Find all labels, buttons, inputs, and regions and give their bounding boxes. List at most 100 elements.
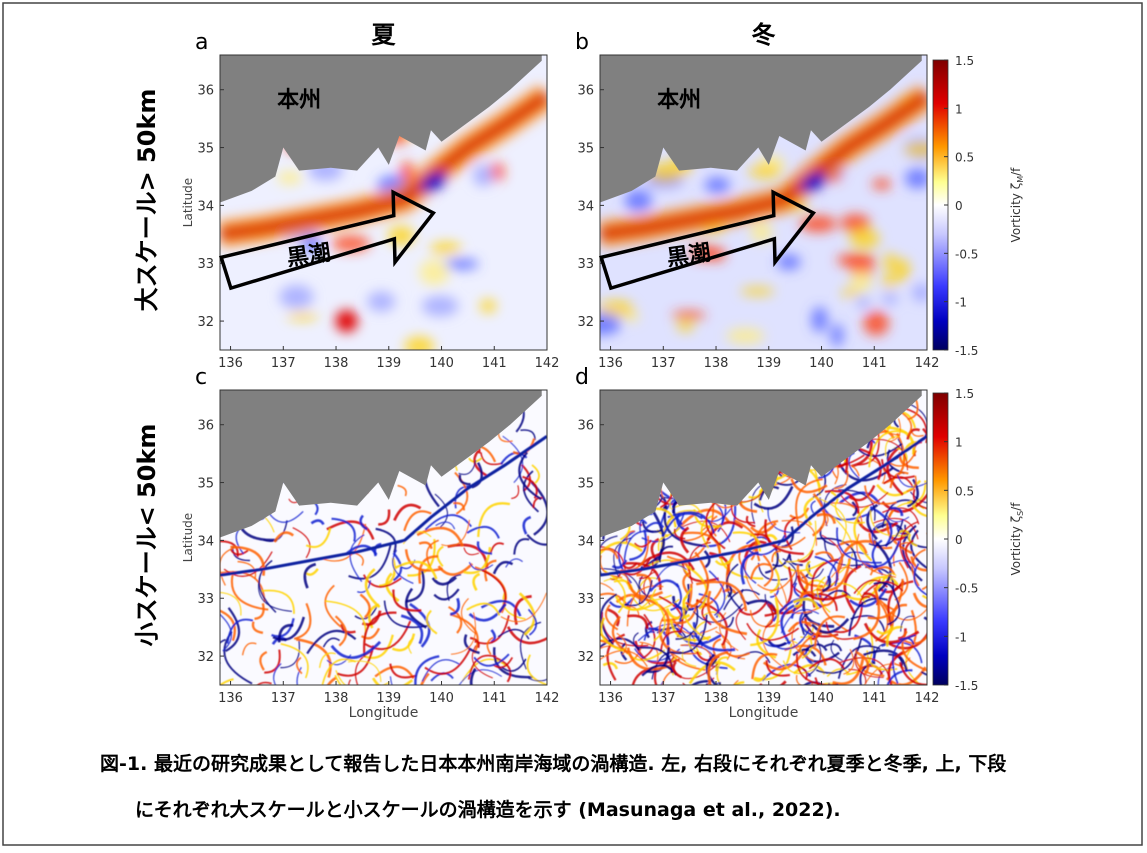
colorbar-label-suffix: /f <box>1009 167 1023 176</box>
x-tick-label: 136 <box>598 691 623 706</box>
eddy <box>741 287 775 295</box>
frame <box>3 3 1142 845</box>
colorbar-label-prefix: Vorticity ζ <box>1009 516 1023 576</box>
colorbar: -1.5 -1 -0.5 0 0.5 1 1.5 Vorticity ζS/f <box>933 387 1025 693</box>
eddy <box>336 310 358 332</box>
colorbar-tick-label: 1 <box>955 102 963 116</box>
caption-line: 図-1. 最近の研究成果として報告した日本本州南岸海域の渦構造. 左, 右段にそ… <box>100 752 1007 775</box>
x-tick-label: 139 <box>756 691 781 706</box>
x-tick-label: 142 <box>535 356 560 371</box>
x-tick-label: 141 <box>482 691 507 706</box>
colorbar-tick-label: -1 <box>955 296 967 310</box>
y-tick-label: 36 <box>577 419 594 434</box>
y-tick-label: 32 <box>577 315 594 330</box>
eddy <box>905 168 930 188</box>
filament <box>570 442 602 453</box>
eddy <box>672 311 706 320</box>
colorbar-label: Vorticity ζS/f <box>1009 502 1025 576</box>
eddy <box>480 299 496 313</box>
land-label: 本州 <box>657 88 701 113</box>
colorbar-label-prefix: Vorticity ζ <box>1009 183 1023 243</box>
y-tick-label: 33 <box>577 257 594 272</box>
y-tick-label: 33 <box>197 257 214 272</box>
y-tick-label: 33 <box>197 592 214 607</box>
x-tick-label: 142 <box>535 691 560 706</box>
x-tick-label: 138 <box>704 356 729 371</box>
map-panel: 1361371381391401411423233343536Latitudea… <box>181 21 559 371</box>
colorbar-tick-label: -1.5 <box>955 679 978 693</box>
y-tick-label: 34 <box>577 534 594 549</box>
y-tick-label: 35 <box>577 142 594 157</box>
x-tick-label: 140 <box>809 356 834 371</box>
filament <box>171 435 220 453</box>
x-tick-label: 138 <box>324 691 349 706</box>
eddy <box>912 283 931 301</box>
colorbar-tick-label: -1 <box>955 630 967 644</box>
x-axis-label: Longitude <box>349 705 419 721</box>
eddy <box>419 259 449 285</box>
colorbar-tick-label: -1.5 <box>955 344 978 358</box>
eddy <box>677 322 694 332</box>
eddy <box>811 307 827 333</box>
x-tick-label: 137 <box>651 356 676 371</box>
colorbar-tick-label: 0.5 <box>955 484 974 498</box>
land-label: 本州 <box>277 88 321 113</box>
colorbar-tick-label: 1 <box>955 436 963 450</box>
y-tick-label: 35 <box>577 477 594 492</box>
y-tick-label: 34 <box>197 199 214 214</box>
x-tick-label: 141 <box>482 356 507 371</box>
colorbar-label-suffix: /f <box>1009 502 1023 511</box>
filament <box>730 682 744 705</box>
eddy <box>473 164 493 186</box>
x-tick-label: 141 <box>862 691 887 706</box>
eddy <box>872 179 891 190</box>
y-tick-label: 36 <box>577 84 594 99</box>
y-tick-label: 36 <box>197 419 214 434</box>
colorbar-tick-label: -0.5 <box>955 582 978 596</box>
y-axis-label: Latitude <box>181 513 195 562</box>
y-tick-label: 34 <box>197 534 214 549</box>
x-tick-label: 136 <box>218 691 243 706</box>
y-tick-label: 35 <box>197 142 214 157</box>
x-tick-label: 136 <box>598 356 623 371</box>
colorbar-tick-label: 0 <box>955 533 963 547</box>
caption-line: にそれぞれ大スケールと小スケールの渦構造を示す (Masunaga et al.… <box>135 798 841 821</box>
panel-letter: a <box>195 30 208 55</box>
colorbar-label: Vorticity ζM/f <box>1009 167 1025 243</box>
y-tick-label: 35 <box>197 477 214 492</box>
x-tick-label: 139 <box>376 356 401 371</box>
x-tick-label: 137 <box>651 691 676 706</box>
season-label: 冬 <box>752 21 776 49</box>
colorbar-tick-label: 0.5 <box>955 151 974 165</box>
eddy <box>404 337 434 357</box>
eddy <box>445 258 479 269</box>
y-axis-label: Latitude <box>181 178 195 227</box>
map-field <box>171 386 571 728</box>
panel-letter: b <box>575 30 589 55</box>
eddy <box>430 242 462 255</box>
colorbar: -1.5-1-0.500.511.5Vorticity ζM/f <box>933 54 1025 358</box>
y-tick-label: 34 <box>577 199 594 214</box>
page: 図-1. 最近の研究成果として報告した日本本州南岸海域の渦構造. 左, 右段にそ… <box>0 0 1147 849</box>
eddy <box>831 324 844 347</box>
season-label: 夏 <box>372 21 397 49</box>
colorbar-tick-label: 1.5 <box>955 387 974 401</box>
colorbar-tick-label: 1.5 <box>955 54 974 68</box>
eddy <box>895 258 910 282</box>
filament <box>567 508 602 537</box>
eddy <box>277 171 301 185</box>
eddy <box>882 293 897 305</box>
filament <box>250 683 272 703</box>
eddy <box>883 274 896 289</box>
y-tick-label: 33 <box>577 592 594 607</box>
eddy <box>863 311 889 335</box>
panel-letter: c <box>195 365 207 390</box>
y-tick-label: 32 <box>577 650 594 665</box>
x-tick-label: 142 <box>915 691 940 706</box>
eddy <box>749 165 781 178</box>
x-tick-label: 138 <box>324 356 349 371</box>
x-tick-label: 136 <box>218 356 243 371</box>
colorbar-tick-label: -0.5 <box>955 247 978 261</box>
panel-letter: d <box>575 365 589 390</box>
